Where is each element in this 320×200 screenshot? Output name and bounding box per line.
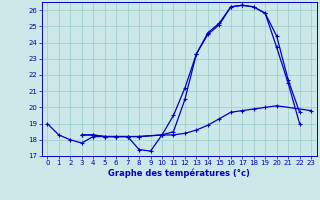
X-axis label: Graphe des températures (°c): Graphe des températures (°c) <box>108 169 250 178</box>
